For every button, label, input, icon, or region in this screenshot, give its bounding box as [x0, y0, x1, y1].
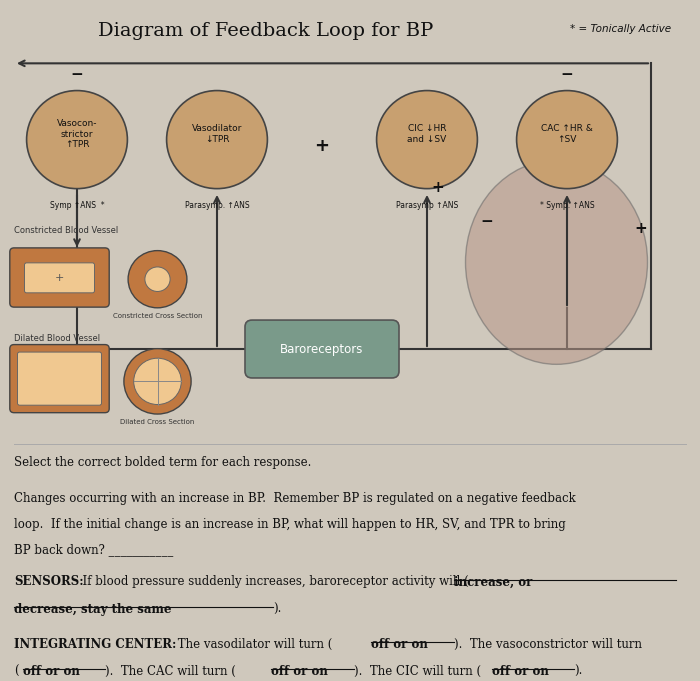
- Text: off or on: off or on: [492, 665, 549, 678]
- Text: If blood pressure suddenly increases, baroreceptor activity will (: If blood pressure suddenly increases, ba…: [75, 575, 469, 588]
- Text: off or on: off or on: [23, 665, 80, 678]
- Text: −: −: [480, 214, 493, 229]
- Text: off or on: off or on: [371, 638, 428, 651]
- Text: The vasodilator will turn (: The vasodilator will turn (: [174, 638, 332, 651]
- Text: SENSORS:: SENSORS:: [14, 575, 83, 588]
- Text: (: (: [14, 665, 19, 678]
- FancyBboxPatch shape: [245, 320, 399, 378]
- Circle shape: [128, 251, 187, 308]
- Text: −: −: [561, 67, 573, 82]
- Circle shape: [167, 91, 267, 189]
- Text: * = Tonically Active: * = Tonically Active: [570, 24, 671, 33]
- Text: Baroreceptors: Baroreceptors: [280, 343, 364, 355]
- Text: ).: ).: [273, 603, 281, 616]
- Text: ).  The CIC will turn (: ). The CIC will turn (: [354, 665, 481, 678]
- Text: increase, or: increase, or: [454, 575, 532, 588]
- Text: −: −: [71, 67, 83, 82]
- FancyBboxPatch shape: [10, 248, 109, 307]
- Text: Parasymp ↑ANS: Parasymp ↑ANS: [396, 201, 458, 210]
- Circle shape: [517, 91, 617, 189]
- Text: +: +: [55, 273, 64, 283]
- Text: loop.  If the initial change is an increase in BP, what will happen to HR, SV, a: loop. If the initial change is an increa…: [14, 518, 566, 530]
- FancyBboxPatch shape: [25, 263, 94, 293]
- Text: Dilated Blood Vessel: Dilated Blood Vessel: [14, 334, 100, 343]
- Circle shape: [145, 267, 170, 291]
- Text: +: +: [431, 180, 444, 195]
- Text: CIC ↓HR
and ↓SV: CIC ↓HR and ↓SV: [407, 125, 447, 144]
- Text: Dilated Cross Section: Dilated Cross Section: [120, 419, 195, 426]
- FancyBboxPatch shape: [18, 352, 102, 405]
- Text: decrease, stay the same: decrease, stay the same: [14, 603, 172, 616]
- Text: +: +: [634, 221, 647, 236]
- Text: ).: ).: [574, 665, 582, 678]
- Text: ).  The CAC will turn (: ). The CAC will turn (: [105, 665, 236, 678]
- Ellipse shape: [466, 160, 648, 364]
- Text: Select the correct bolded term for each response.: Select the correct bolded term for each …: [14, 456, 312, 469]
- Text: +: +: [314, 138, 330, 155]
- Circle shape: [134, 358, 181, 405]
- Text: INTEGRATING CENTER:: INTEGRATING CENTER:: [14, 638, 176, 651]
- Text: CAC ↑HR &
↑SV: CAC ↑HR & ↑SV: [541, 125, 593, 144]
- Text: Changes occurring with an increase in BP.  Remember BP is regulated on a negativ: Changes occurring with an increase in BP…: [14, 492, 575, 505]
- Text: Symp ↑ANS  *: Symp ↑ANS *: [50, 201, 104, 210]
- Text: Parasymp. ↑ANS: Parasymp. ↑ANS: [185, 201, 249, 210]
- Text: BP back down? ___________: BP back down? ___________: [14, 543, 174, 556]
- Text: Constricted Blood Vessel: Constricted Blood Vessel: [14, 226, 118, 235]
- Text: Diagram of Feedback Loop for BP: Diagram of Feedback Loop for BP: [98, 22, 434, 39]
- Text: * Symp. ↑ANS: * Symp. ↑ANS: [540, 201, 594, 210]
- Text: ).  The vasoconstrictor will turn: ). The vasoconstrictor will turn: [454, 638, 642, 651]
- Text: Constricted Cross Section: Constricted Cross Section: [113, 313, 202, 319]
- Circle shape: [377, 91, 477, 189]
- Circle shape: [124, 349, 191, 414]
- Circle shape: [27, 91, 127, 189]
- Text: Vasodilator
↓TPR: Vasodilator ↓TPR: [192, 125, 242, 144]
- Text: off or on: off or on: [271, 665, 328, 678]
- FancyBboxPatch shape: [10, 345, 109, 413]
- Text: Vasocon-
strictor
↑TPR: Vasocon- strictor ↑TPR: [57, 119, 97, 149]
